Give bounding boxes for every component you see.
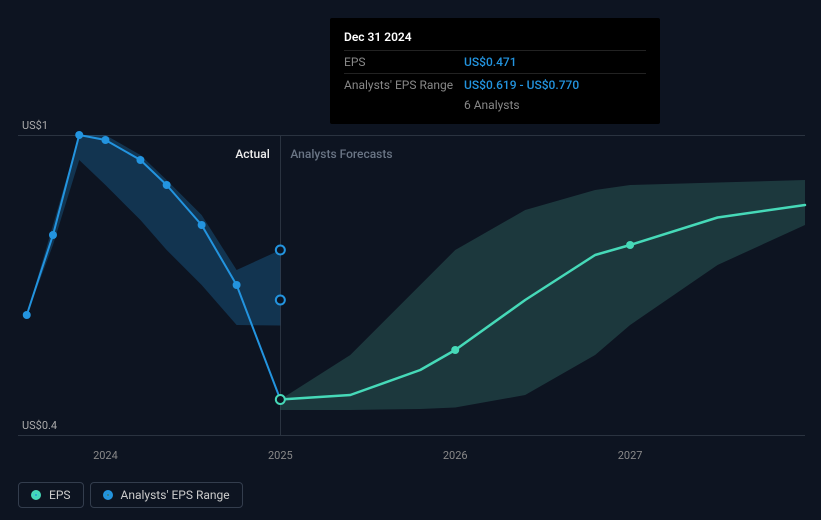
actual-marker (198, 221, 206, 229)
actual-marker (136, 156, 144, 164)
legend-item[interactable]: EPS (18, 482, 84, 508)
legend-label: Analysts' EPS Range (121, 488, 230, 502)
actual-marker (75, 131, 83, 139)
forecast-range-area (280, 180, 805, 410)
tooltip-value: US$0.471 (464, 53, 517, 71)
legend-label: EPS (49, 488, 71, 502)
eps-forecast-chart: Dec 31 2024 EPSUS$0.471Analysts' EPS Ran… (0, 0, 821, 520)
tooltip-value: US$0.619 - US$0.770 (464, 76, 579, 94)
legend-swatch-icon (103, 490, 113, 500)
forecast-marker (451, 346, 459, 354)
tooltip-row: Analysts' EPS RangeUS$0.619 - US$0.770 (344, 73, 646, 96)
hover-marker (276, 296, 285, 305)
hover-marker (276, 395, 285, 404)
tooltip-label: EPS (344, 53, 464, 71)
tooltip-date: Dec 31 2024 (344, 28, 646, 46)
actual-range-area (27, 135, 281, 326)
chart-tooltip: Dec 31 2024 EPSUS$0.471Analysts' EPS Ran… (330, 18, 660, 124)
actual-marker (163, 181, 171, 189)
legend-item[interactable]: Analysts' EPS Range (90, 482, 243, 508)
forecast-marker (626, 241, 634, 249)
tooltip-label: Analysts' EPS Range (344, 76, 464, 94)
actual-marker (49, 231, 57, 239)
legend: EPS Analysts' EPS Range (18, 482, 243, 508)
legend-swatch-icon (31, 490, 41, 500)
actual-marker (101, 136, 109, 144)
tooltip-row: EPSUS$0.471 (344, 50, 646, 73)
actual-marker (23, 311, 31, 319)
tooltip-analysts-count: 6 Analysts (464, 96, 646, 114)
actual-marker (233, 281, 241, 289)
hover-marker (276, 246, 285, 255)
